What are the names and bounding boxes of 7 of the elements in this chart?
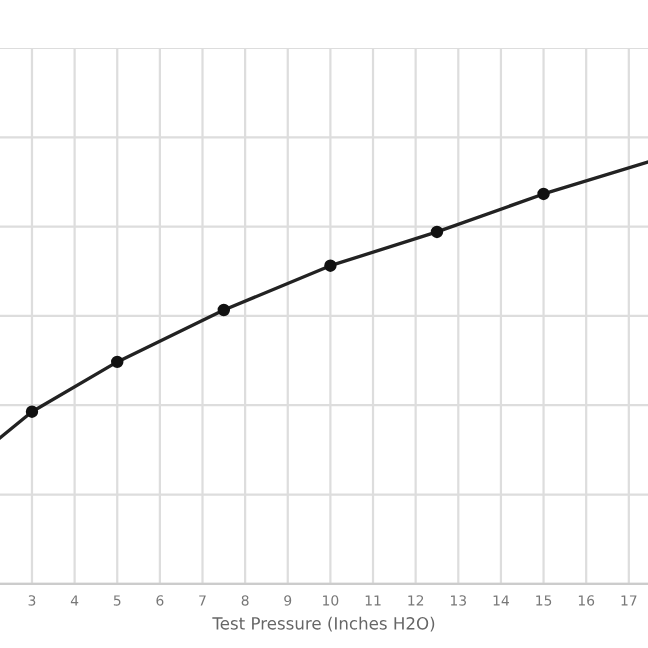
- point: [217, 303, 231, 317]
- point: [25, 405, 39, 418]
- point: [111, 355, 124, 369]
- point: [324, 259, 337, 272]
- point: [430, 225, 444, 239]
- point: [537, 187, 550, 201]
- x-axis-title: Test Pressure (Inches H2O): [212, 616, 435, 632]
